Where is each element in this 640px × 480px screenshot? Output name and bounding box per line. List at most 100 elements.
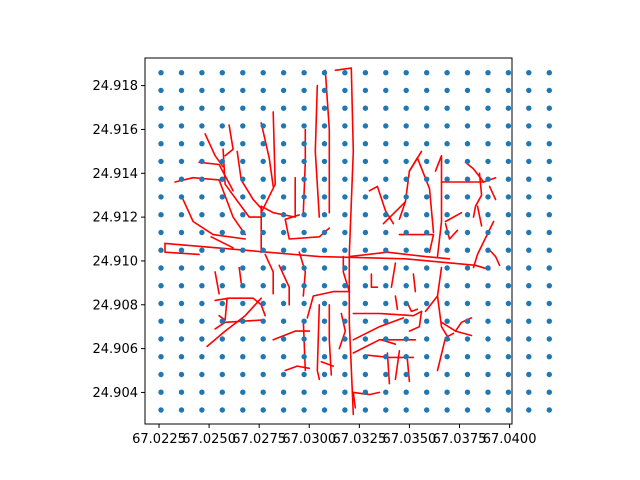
point-300 — [158, 141, 164, 147]
point-186 — [280, 247, 287, 253]
point-142 — [199, 283, 205, 289]
line-segment-7 — [260, 111, 277, 214]
point-217 — [505, 229, 512, 236]
point-130 — [362, 300, 369, 307]
y-tick-label-0: 24.904 — [93, 386, 139, 401]
point-309 — [342, 141, 348, 147]
point-332 — [403, 123, 409, 129]
point-38 — [526, 389, 532, 395]
line-segment-25 — [278, 264, 291, 306]
point-182 — [199, 247, 205, 253]
point-18 — [526, 407, 532, 413]
point-54 — [444, 371, 450, 378]
point-358 — [526, 105, 532, 111]
point-322 — [199, 123, 205, 129]
point-257 — [505, 194, 512, 200]
point-108 — [321, 318, 328, 324]
point-39 — [546, 389, 552, 395]
point-355 — [464, 105, 471, 111]
point-78 — [526, 354, 532, 360]
point-116 — [485, 318, 491, 324]
point-120 — [158, 300, 164, 307]
line-segment-59 — [408, 157, 435, 234]
line-segment-61 — [368, 185, 395, 225]
point-187 — [301, 247, 307, 253]
point-373 — [424, 87, 430, 94]
point-132 — [403, 300, 409, 307]
point-379 — [546, 87, 552, 94]
point-319 — [546, 141, 552, 147]
point-35 — [464, 389, 471, 395]
line-segment-42 — [352, 317, 405, 341]
point-202 — [199, 229, 205, 236]
point-90 — [362, 336, 369, 342]
point-395 — [464, 70, 471, 76]
point-230 — [362, 212, 369, 218]
point-153 — [424, 283, 430, 289]
point-253 — [424, 194, 430, 200]
point-337 — [505, 123, 512, 129]
point-240 — [158, 194, 164, 200]
x-tick-label-0: 67.0225 — [132, 432, 186, 447]
line-segment-65 — [444, 211, 463, 223]
line-segment-54 — [352, 391, 381, 396]
point-330 — [362, 123, 369, 129]
line-segment-14 — [174, 176, 246, 236]
point-110 — [362, 318, 369, 324]
point-160 — [158, 265, 164, 271]
x-tick-label-5: 67.0350 — [383, 432, 437, 447]
point-95 — [464, 336, 471, 342]
point-52 — [403, 371, 409, 378]
point-378 — [526, 87, 532, 94]
line-segment-12 — [224, 124, 234, 157]
line-segment-49 — [370, 273, 379, 289]
point-179 — [546, 265, 552, 271]
point-393 — [424, 70, 430, 76]
point-383 — [219, 70, 225, 76]
point-316 — [485, 141, 491, 147]
point-199 — [546, 247, 552, 253]
point-5 — [260, 407, 266, 413]
point-74 — [444, 354, 450, 360]
point-58 — [526, 371, 532, 378]
point-361 — [178, 87, 185, 94]
point-196 — [485, 247, 491, 253]
point-136 — [485, 300, 491, 307]
point-214 — [444, 229, 450, 236]
point-231 — [383, 212, 389, 218]
line-segment-28 — [316, 303, 321, 381]
point-328 — [321, 123, 328, 129]
point-15 — [464, 407, 471, 413]
point-7 — [301, 407, 307, 413]
point-296 — [485, 158, 491, 165]
line-segment-68 — [476, 205, 483, 227]
point-114 — [444, 318, 450, 324]
point-178 — [526, 265, 532, 271]
point-376 — [485, 87, 491, 94]
point-70 — [362, 354, 369, 360]
line-segment-24 — [264, 253, 275, 295]
point-308 — [321, 141, 328, 147]
line-segment-38 — [436, 295, 451, 341]
point-396 — [485, 70, 491, 76]
point-63 — [219, 354, 225, 360]
point-254 — [444, 194, 450, 200]
point-207 — [301, 229, 307, 236]
point-392 — [403, 70, 409, 76]
point-387 — [301, 70, 307, 76]
point-135 — [464, 300, 471, 307]
point-156 — [485, 283, 491, 289]
point-87 — [301, 336, 307, 342]
point-247 — [301, 194, 307, 200]
line-segment-29 — [328, 303, 333, 376]
point-29 — [342, 389, 348, 395]
point-258 — [526, 194, 532, 200]
x-tick-label-1: 67.0250 — [182, 432, 236, 447]
x-tick-label-3: 67.0300 — [282, 432, 336, 447]
line-segment-70 — [488, 249, 501, 267]
point-89 — [342, 336, 348, 342]
point-85 — [260, 336, 266, 342]
point-12 — [403, 407, 409, 413]
point-368 — [321, 87, 328, 94]
point-138 — [526, 300, 532, 307]
